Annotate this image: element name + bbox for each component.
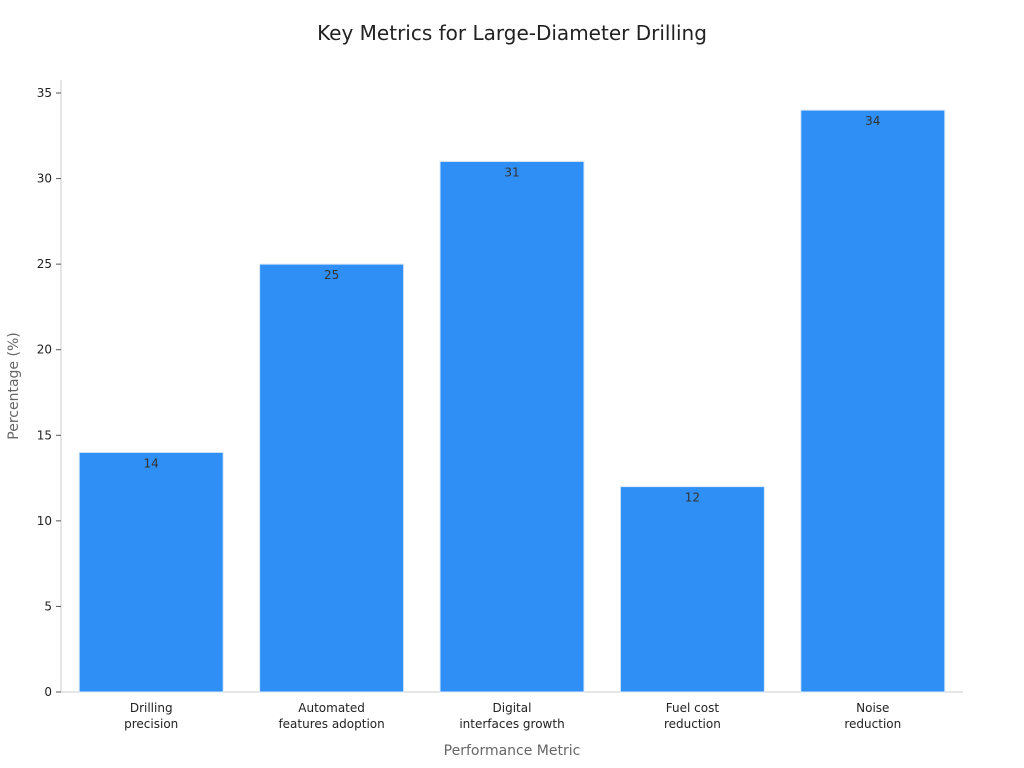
x-axis-labels: Drilling precision Automated features adopt…: [124, 701, 901, 731]
x-category-label: Fuel cost reduction: [664, 701, 721, 731]
y-tick-label: 20: [37, 343, 52, 357]
x-category-label: Automated features adoption: [278, 701, 384, 731]
y-tick-label: 15: [37, 428, 52, 442]
y-tick-label: 30: [37, 172, 52, 186]
x-axis-title: Performance Metric: [444, 743, 581, 759]
bar-value-label: 34: [865, 114, 880, 128]
bar: [259, 263, 405, 693]
x-category-label: Noise reduction: [844, 701, 901, 731]
y-tick-label: 25: [37, 257, 52, 271]
bar: [800, 109, 946, 693]
y-axis-title: Percentage (%): [6, 332, 22, 439]
bar: [619, 486, 765, 693]
chart-title: Key Metrics for Large-Diameter Drilling: [317, 21, 707, 45]
y-tick-label: 35: [37, 86, 52, 100]
bar: [78, 451, 224, 693]
data-labels: 14 25 31 12 34: [144, 114, 881, 505]
y-axis-ticks: 0 5 10 15 20 25 30 35: [37, 86, 61, 699]
y-tick-label: 5: [44, 599, 52, 613]
y-tick-label: 0: [44, 685, 52, 699]
x-category-label: Digital interfaces growth: [459, 701, 564, 731]
bars: [78, 109, 946, 693]
y-tick-label: 10: [37, 514, 52, 528]
bar: [439, 160, 585, 693]
bar-value-label: 14: [144, 456, 159, 470]
bar-value-label: 12: [685, 491, 700, 505]
x-category-label: Drilling precision: [124, 701, 178, 731]
bar-value-label: 31: [504, 165, 519, 179]
bar-value-label: 25: [324, 268, 339, 282]
